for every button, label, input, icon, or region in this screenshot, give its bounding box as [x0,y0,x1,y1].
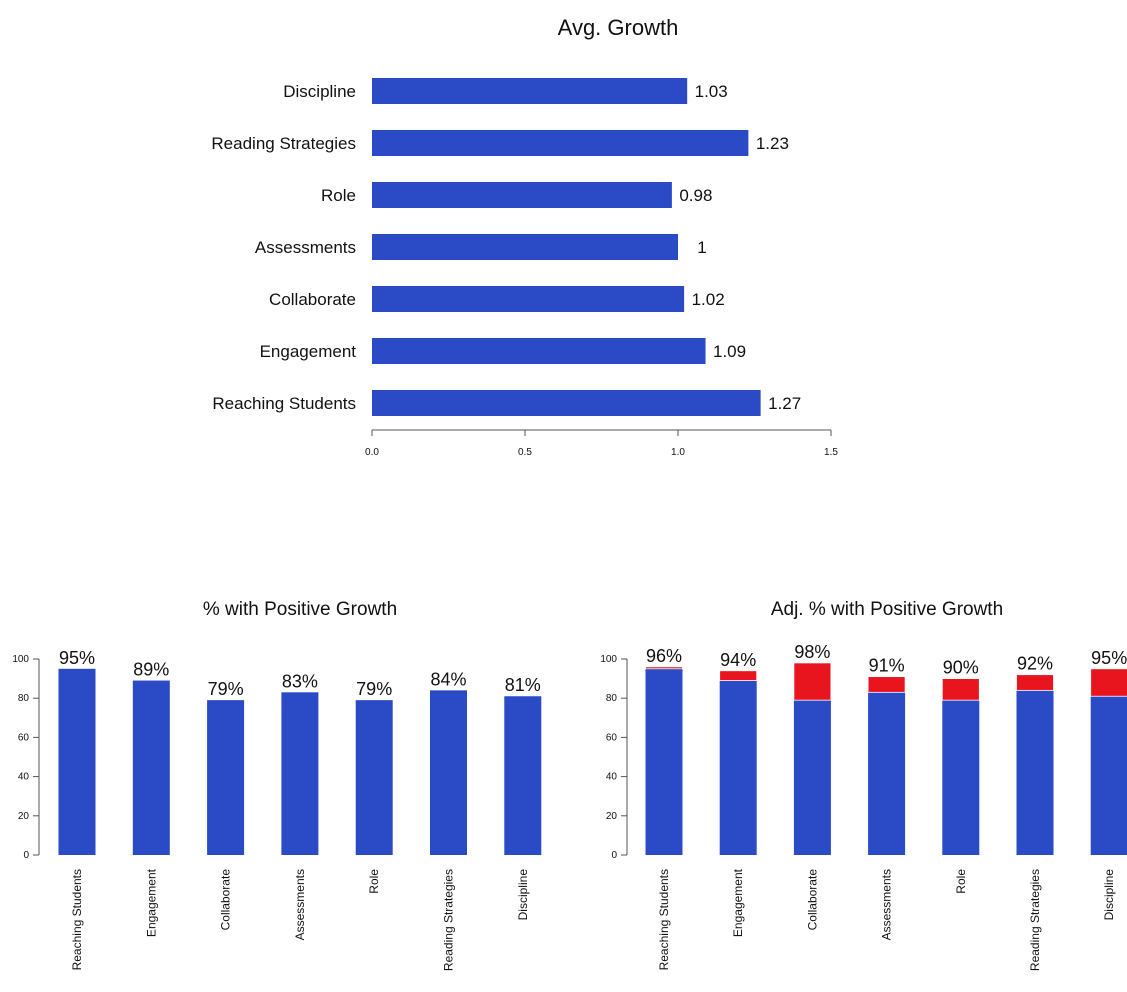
bar-base-segment [645,668,683,855]
data-label: 89% [133,660,169,680]
adj-positive-growth-chart: Adj. % with Positive Growth 0 20 40 60 80 100… [600,599,1127,971]
category-label: Reading Strategies [211,134,356,153]
bar-base-segment [868,692,906,855]
category-label: Reading Strategies [1028,869,1042,971]
category-label: Reading Strategies [442,869,456,971]
bar [58,668,96,855]
category-label: Reaching Students [212,394,356,413]
bar-adjustment-segment [867,676,906,693]
y-tick-label: 100 [600,654,617,665]
data-label: 84% [430,669,466,689]
data-label: 1.02 [692,290,725,309]
bar-adjustment-segment [941,678,980,701]
bar-adjustment-segment [719,670,758,681]
bar [430,690,467,855]
y-tick-label: 20 [606,811,618,822]
category-label: Collaborate [219,869,233,931]
x-tick-label: 0.0 [365,447,379,458]
category-label: Assessments [293,869,307,940]
bar [281,692,319,855]
bar [132,680,170,855]
x-tick-label: 1.5 [824,447,838,458]
bar-base-segment [719,680,757,855]
category-label: Collaborate [269,290,356,309]
bar [372,182,672,208]
bar [372,338,706,364]
category-label: Engagement [144,868,158,937]
data-label: 1.03 [695,82,728,101]
category-label: Role [367,869,381,894]
y-tick-label: 20 [18,811,30,822]
data-label: 91% [869,656,905,676]
category-label: Role [321,186,356,205]
data-label: 0.98 [679,186,712,205]
data-label: 96% [646,646,682,666]
bar-adjustment-segment [645,666,683,670]
y-tick-label: 0 [611,850,617,861]
bar [355,700,393,855]
data-label: 92% [1017,654,1053,674]
data-label: 1.09 [713,342,746,361]
bar-adjustment-segment [793,662,832,701]
y-tick-label: 100 [12,654,29,665]
bar-base-segment [942,700,980,855]
category-label: Engagement [731,868,745,937]
positive-growth-title: % with Positive Growth [203,599,397,620]
data-label: 81% [505,675,541,695]
category-label: Reaching Students [657,869,671,970]
avg-growth-title: Avg. Growth [558,15,679,40]
data-label: 90% [943,658,979,678]
bar-adjustment-segment [1090,668,1127,697]
bar [372,130,749,156]
data-label: 79% [356,679,392,699]
y-tick-label: 0 [23,850,29,861]
bar-base-segment [793,700,831,855]
x-tick-label: 1.0 [671,447,685,458]
bar [372,286,685,312]
category-label: Role [954,869,968,894]
y-tick-label: 40 [606,772,618,783]
bar-base-segment [1016,690,1054,855]
adj-positive-growth-title: Adj. % with Positive Growth [771,599,1003,620]
positive-growth-chart: % with Positive Growth 0 20 40 60 80 100 95% Re… [12,599,542,971]
y-tick-label: 80 [18,693,30,704]
bar [372,78,688,104]
data-label: 94% [720,650,756,670]
bar [372,234,678,260]
bar-base-segment [1090,696,1127,855]
category-label: Assessments [880,869,894,940]
category-label: Discipline [516,869,530,921]
category-label: Assessments [255,238,356,257]
category-label: Collaborate [805,869,819,931]
bar [372,390,761,416]
y-tick-label: 60 [606,732,618,743]
data-label: 95% [1091,648,1127,668]
category-label: Reaching Students [70,869,84,970]
bar-adjustment-segment [1016,674,1054,691]
data-label: 79% [208,679,244,699]
bar [207,700,245,855]
data-label: 1.23 [756,134,789,153]
data-label: 98% [794,642,830,662]
avg-growth-chart: Avg. Growth Discipline 1.03 Reading Strate… [211,15,838,458]
data-label: 83% [282,671,318,691]
category-label: Discipline [283,82,356,101]
bar [504,696,542,855]
y-tick-label: 60 [18,732,30,743]
y-tick-label: 40 [18,772,30,783]
category-label: Discipline [1102,869,1116,921]
y-tick-label: 80 [606,693,618,704]
data-label: 1 [697,238,706,257]
data-label: 95% [59,648,95,668]
data-label: 1.27 [768,394,801,413]
x-tick-label: 0.5 [518,447,532,458]
category-label: Engagement [260,342,357,361]
